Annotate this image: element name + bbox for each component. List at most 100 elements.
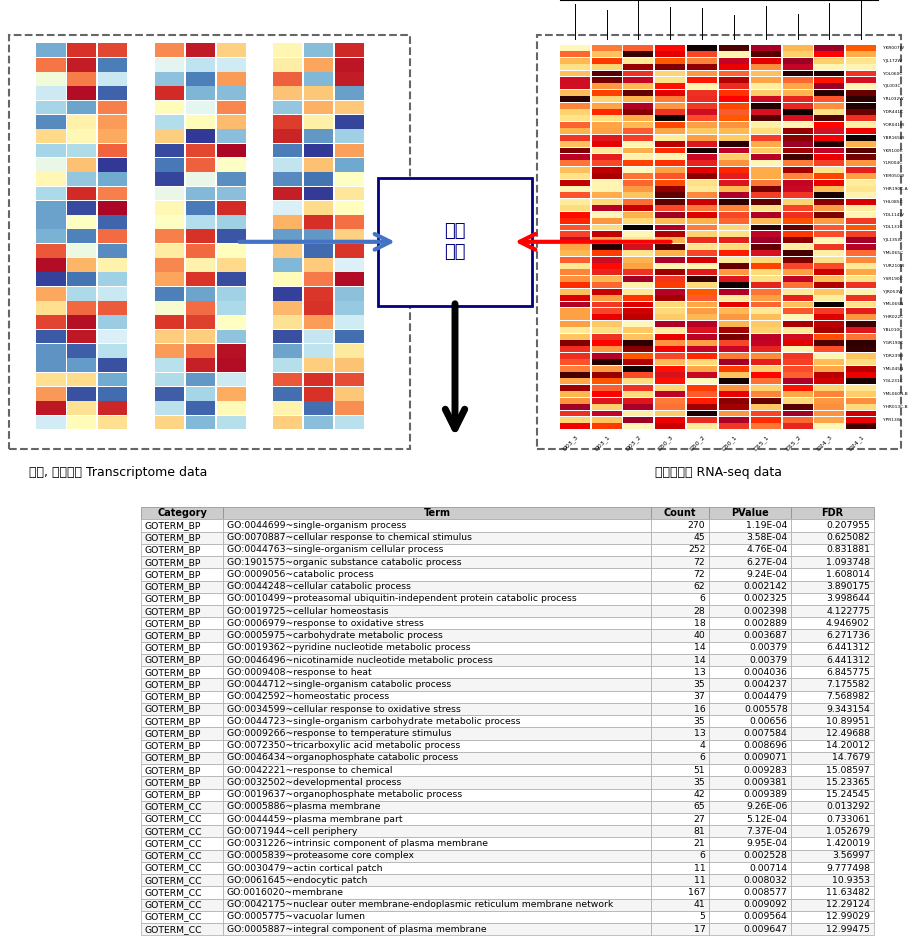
Bar xyxy=(36,416,66,429)
Text: 12.99475: 12.99475 xyxy=(826,924,870,934)
Bar xyxy=(783,307,813,314)
Bar xyxy=(67,230,96,243)
Bar xyxy=(687,154,717,159)
Bar xyxy=(623,135,653,140)
Bar xyxy=(783,321,813,326)
Bar xyxy=(592,276,622,282)
Bar xyxy=(186,230,215,243)
Bar xyxy=(652,899,709,911)
Bar xyxy=(560,141,590,147)
Bar xyxy=(655,212,685,217)
Bar xyxy=(719,212,749,217)
Bar xyxy=(67,387,96,400)
Bar xyxy=(751,96,781,102)
Bar xyxy=(814,423,844,429)
Bar xyxy=(814,51,844,57)
Bar xyxy=(783,404,813,410)
Bar xyxy=(792,568,874,581)
Bar xyxy=(223,666,652,679)
Bar xyxy=(655,160,685,166)
Bar xyxy=(186,416,215,429)
Bar xyxy=(273,258,302,272)
Text: 0.009071: 0.009071 xyxy=(743,754,788,762)
Text: GO:0046434~organophosphate catabolic process: GO:0046434~organophosphate catabolic pro… xyxy=(227,754,459,762)
Bar xyxy=(560,205,590,212)
Text: 6.845775: 6.845775 xyxy=(826,668,870,677)
Bar xyxy=(783,160,813,166)
Bar xyxy=(687,205,717,212)
Bar xyxy=(655,263,685,269)
Bar xyxy=(155,416,184,429)
Bar xyxy=(335,301,364,315)
Text: 15.08597: 15.08597 xyxy=(826,766,870,774)
Bar xyxy=(792,801,874,813)
Bar xyxy=(623,334,653,340)
Bar xyxy=(709,801,792,813)
Bar xyxy=(783,411,813,417)
Text: 0.733061: 0.733061 xyxy=(826,814,870,824)
Text: 1.420019: 1.420019 xyxy=(826,839,870,848)
Text: GO:0019362~pyridine nucleotide metabolic process: GO:0019362~pyridine nucleotide metabolic… xyxy=(227,643,470,652)
Bar xyxy=(560,411,590,417)
Bar xyxy=(623,411,653,417)
Bar xyxy=(623,379,653,384)
Text: GO:0009056~catabolic process: GO:0009056~catabolic process xyxy=(227,570,374,579)
Bar xyxy=(223,899,652,911)
Bar xyxy=(652,581,709,593)
Bar xyxy=(655,365,685,372)
Bar xyxy=(783,199,813,205)
Bar xyxy=(655,135,685,140)
Text: YJL172W: YJL172W xyxy=(883,59,902,63)
Bar xyxy=(98,416,127,429)
Bar xyxy=(709,642,792,654)
Text: 0.009283: 0.009283 xyxy=(743,766,788,774)
Bar xyxy=(335,258,364,272)
Bar xyxy=(719,193,749,198)
Bar xyxy=(783,251,813,256)
Bar xyxy=(687,199,717,205)
Bar xyxy=(655,244,685,250)
Bar xyxy=(846,340,876,346)
Bar xyxy=(846,45,876,51)
Text: GOTERM_CC: GOTERM_CC xyxy=(145,827,202,836)
FancyBboxPatch shape xyxy=(9,34,410,449)
Bar xyxy=(560,385,590,391)
Bar xyxy=(655,256,685,263)
Bar xyxy=(792,581,874,593)
Bar xyxy=(273,416,302,429)
Bar xyxy=(186,315,215,329)
Bar xyxy=(67,373,96,386)
Bar xyxy=(709,789,792,801)
Bar xyxy=(751,334,781,340)
Text: GOTERM_BP: GOTERM_BP xyxy=(145,533,201,542)
Bar xyxy=(36,101,66,115)
Bar xyxy=(141,739,223,752)
Bar xyxy=(560,251,590,256)
Bar xyxy=(783,340,813,346)
Text: GO:0032502~developmental process: GO:0032502~developmental process xyxy=(227,778,401,787)
Bar xyxy=(217,416,246,429)
Bar xyxy=(655,314,685,320)
Bar xyxy=(751,70,781,77)
Bar xyxy=(186,359,215,372)
Text: GO:0042221~response to chemical: GO:0042221~response to chemical xyxy=(227,766,392,774)
Bar xyxy=(141,629,223,642)
Bar xyxy=(652,531,709,544)
Text: 0.002398: 0.002398 xyxy=(743,606,788,616)
Bar xyxy=(783,327,813,333)
Bar xyxy=(67,129,96,143)
Bar xyxy=(592,167,622,173)
Bar xyxy=(719,147,749,154)
Bar xyxy=(783,231,813,237)
Bar xyxy=(592,102,622,108)
Text: 6.271736: 6.271736 xyxy=(826,631,870,641)
Bar xyxy=(560,340,590,346)
Bar xyxy=(792,617,874,629)
Bar xyxy=(783,365,813,372)
Text: GOTERM_BP: GOTERM_BP xyxy=(145,570,201,579)
Bar xyxy=(623,141,653,147)
Bar xyxy=(36,230,66,243)
Text: YBR165W: YBR165W xyxy=(883,136,904,140)
Bar xyxy=(217,258,246,272)
Bar xyxy=(814,398,844,403)
